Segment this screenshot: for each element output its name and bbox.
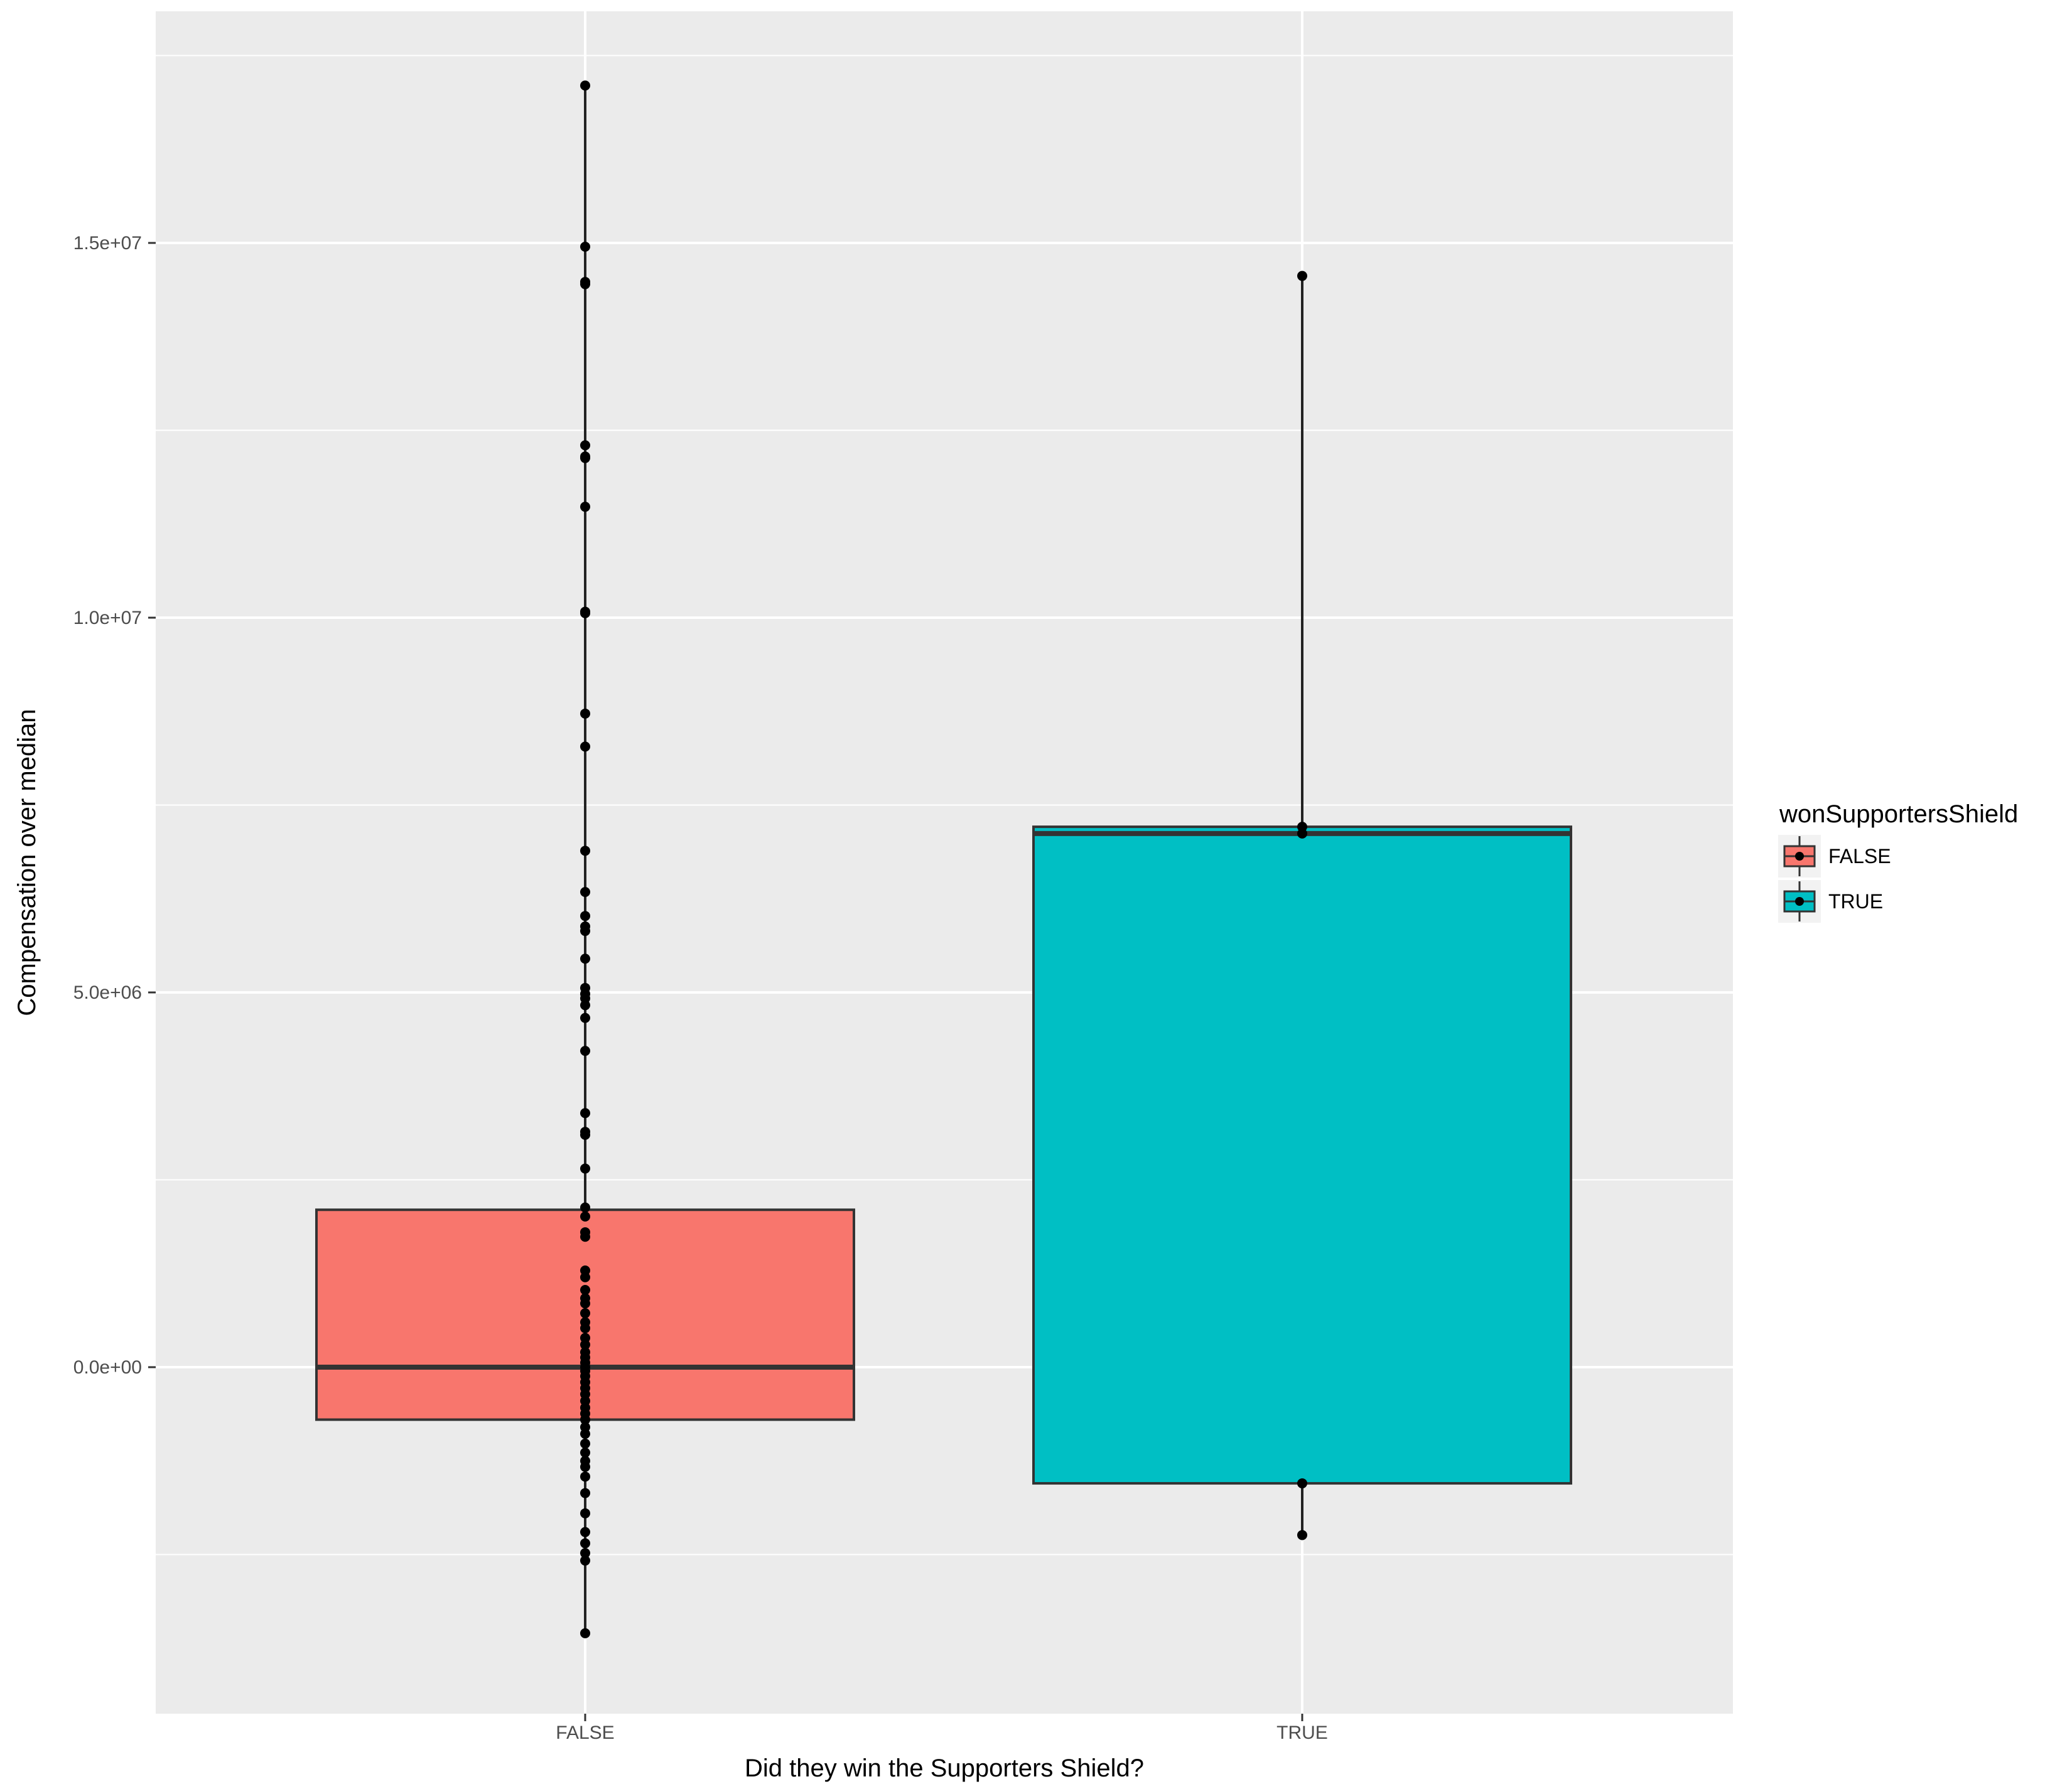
data-point	[580, 1211, 590, 1222]
data-point	[580, 954, 590, 964]
data-point	[580, 1340, 590, 1350]
data-point	[580, 1129, 590, 1140]
legend-key-point	[1795, 897, 1804, 906]
data-point	[580, 1548, 590, 1559]
data-point	[1297, 828, 1307, 839]
legend-title: wonSupportersShield	[1779, 800, 2018, 828]
data-point	[580, 1527, 590, 1537]
data-point	[580, 1013, 590, 1023]
legend-label: FALSE	[1828, 845, 1891, 868]
data-point	[580, 1272, 590, 1282]
legend-key-point	[1795, 852, 1804, 861]
data-point	[580, 1414, 590, 1425]
data-point	[1297, 1478, 1307, 1489]
y-axis-title: Compensation over median	[13, 709, 41, 1016]
data-point	[580, 1471, 590, 1482]
y-tick-label: 5.0e+06	[73, 982, 142, 1003]
data-point	[580, 453, 590, 463]
point-layer	[580, 80, 1307, 1638]
legend-key-true	[1778, 880, 1821, 923]
x-axis-title: Did they win the Supporters Shield?	[745, 1754, 1144, 1782]
y-tick-label: 1.0e+07	[73, 608, 142, 628]
box-body	[1032, 825, 1572, 1485]
data-point	[580, 279, 590, 289]
data-point	[580, 1508, 590, 1518]
data-point	[580, 887, 590, 898]
x-tick-label: FALSE	[556, 1722, 614, 1743]
data-point	[580, 1000, 590, 1011]
data-point	[580, 1429, 590, 1439]
legend-label: TRUE	[1828, 890, 1883, 913]
data-point	[580, 608, 590, 618]
data-point	[580, 1538, 590, 1549]
data-point	[580, 1461, 590, 1472]
data-point	[580, 1232, 590, 1242]
legend: wonSupportersShield FALSE TRUE	[1778, 800, 2018, 923]
data-point	[580, 241, 590, 252]
x-axis: FALSE TRUE	[556, 1714, 1328, 1743]
y-axis: 0.0e+00 5.0e+06 1.0e+07 1.5e+07	[73, 233, 156, 1378]
data-point	[580, 502, 590, 512]
data-point	[580, 1308, 590, 1319]
data-point	[580, 440, 590, 451]
data-point	[580, 1163, 590, 1174]
legend-key-false	[1778, 835, 1821, 878]
data-point	[580, 1555, 590, 1566]
data-point	[580, 741, 590, 752]
data-point	[580, 1108, 590, 1119]
data-point	[580, 80, 590, 91]
data-point	[580, 846, 590, 856]
data-point	[580, 1488, 590, 1498]
data-point	[580, 1285, 590, 1296]
data-point	[580, 1202, 590, 1213]
data-point	[580, 911, 590, 921]
data-point	[1297, 271, 1307, 281]
data-point	[580, 1438, 590, 1449]
data-point	[580, 1046, 590, 1056]
data-point	[580, 926, 590, 937]
y-tick-label: 0.0e+00	[73, 1357, 142, 1378]
data-point	[580, 708, 590, 719]
data-point	[580, 1448, 590, 1458]
data-point	[580, 1628, 590, 1638]
data-point	[580, 1323, 590, 1333]
data-point	[580, 1298, 590, 1309]
data-point	[1297, 1530, 1307, 1540]
y-tick-label: 1.5e+07	[73, 233, 142, 254]
box-true	[1032, 276, 1572, 1535]
x-tick-label: TRUE	[1276, 1722, 1328, 1743]
